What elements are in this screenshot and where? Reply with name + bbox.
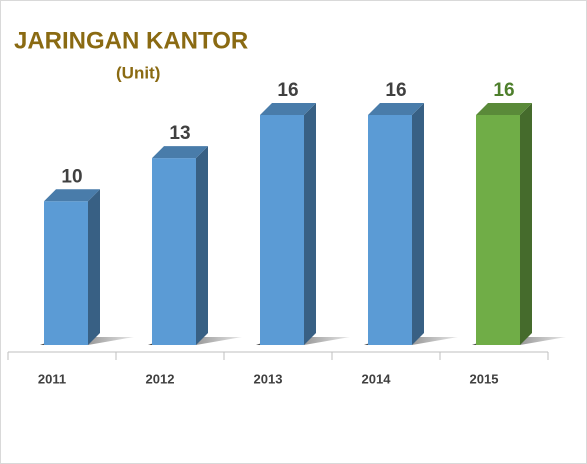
bar-side (88, 189, 100, 345)
x-tick-label: 2011 (38, 371, 66, 386)
bar (476, 115, 520, 345)
value-label: 16 (385, 80, 406, 101)
bar-side (412, 103, 424, 345)
bar-top (260, 103, 316, 115)
bar-side (304, 103, 316, 345)
value-label: 16 (277, 80, 298, 101)
bar (44, 201, 88, 345)
bar (368, 115, 412, 345)
x-tick-label: 2015 (470, 371, 499, 386)
bar-top (44, 189, 100, 202)
x-tick-label: 2012 (146, 371, 175, 386)
bar-side (520, 103, 532, 345)
value-label: 16 (493, 80, 514, 101)
bar-top (476, 103, 532, 115)
bar-top (368, 103, 424, 115)
bar-side (196, 146, 208, 345)
chart-title: JARINGAN KANTOR (14, 27, 248, 54)
bar-top (152, 146, 208, 159)
value-label: 13 (169, 123, 190, 144)
bar (260, 115, 304, 345)
x-tick-label: 2014 (362, 371, 392, 386)
value-label: 10 (61, 166, 82, 187)
x-tick-label: 2013 (254, 371, 283, 386)
bar (152, 158, 196, 345)
chart-subtitle: (Unit) (116, 63, 160, 82)
